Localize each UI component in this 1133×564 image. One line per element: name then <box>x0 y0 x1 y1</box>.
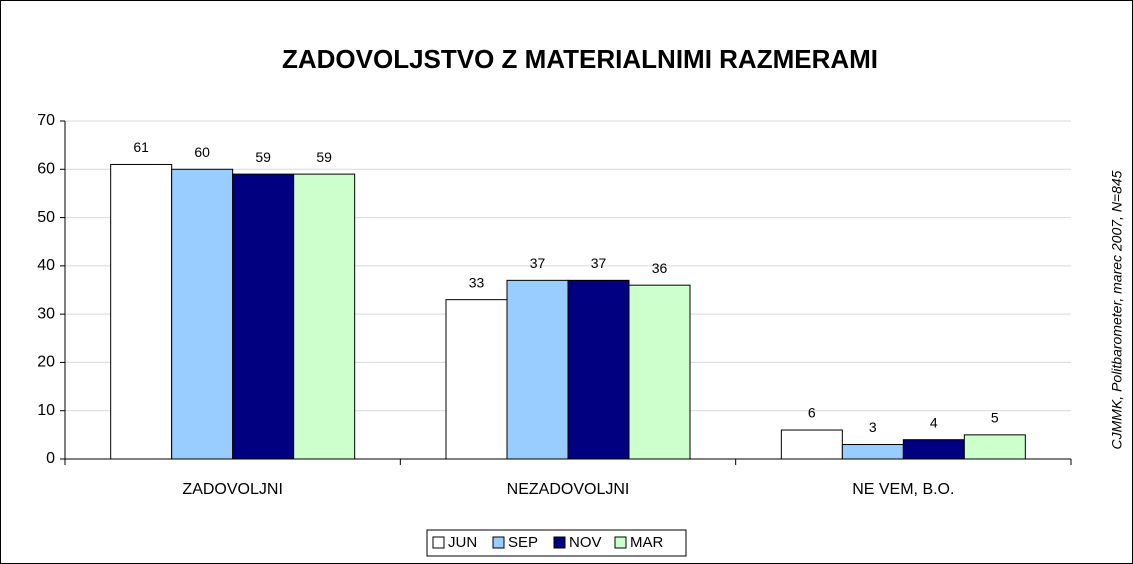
value-label: 59 <box>316 149 332 165</box>
legend-swatch <box>492 536 505 549</box>
chart-title: ZADOVOLJSTVO Z MATERIALNIMI RAZMERAMI <box>282 44 878 74</box>
bar <box>902 439 965 460</box>
legend-label: MAR <box>630 534 664 551</box>
legend-swatch <box>614 536 627 549</box>
value-label: 33 <box>469 274 485 290</box>
x-tick-label: NE VEM, B.O. <box>852 481 954 498</box>
legend-swatch <box>553 536 566 549</box>
value-label: 37 <box>591 255 607 271</box>
bar <box>628 284 691 460</box>
y-tick-label: 0 <box>46 450 55 467</box>
y-tick-label: 40 <box>37 257 55 274</box>
bar <box>780 429 843 460</box>
legend-swatch <box>432 536 445 549</box>
bar <box>171 168 234 460</box>
value-label: 4 <box>930 414 938 430</box>
value-label: 5 <box>991 410 999 426</box>
y-tick-label: 70 <box>37 112 55 129</box>
value-label: 37 <box>530 255 546 271</box>
side-note: CJMMK, Politbarometer, marec 2007, N=845 <box>1109 170 1125 449</box>
y-tick-label: 60 <box>37 161 55 178</box>
y-tick-label: 10 <box>37 402 55 419</box>
bar <box>110 163 173 460</box>
legend-label: NOV <box>569 534 602 551</box>
y-tick-label: 30 <box>37 305 55 322</box>
legend-box <box>426 529 687 557</box>
legend-label: JUN <box>448 534 477 551</box>
bar <box>963 434 1026 460</box>
bar <box>567 279 630 460</box>
bar <box>841 444 904 460</box>
value-label: 60 <box>194 144 210 160</box>
legend-label: SEP <box>508 534 538 551</box>
value-label: 36 <box>652 260 668 276</box>
bar <box>232 173 295 460</box>
bar <box>293 173 356 460</box>
value-label: 6 <box>808 405 816 421</box>
value-label: 61 <box>133 139 149 155</box>
x-tick-label: ZADOVOLJNI <box>182 481 282 498</box>
value-label: 3 <box>869 419 877 435</box>
bar <box>445 299 508 460</box>
y-tick-label: 50 <box>37 209 55 226</box>
y-tick-label: 20 <box>37 354 55 371</box>
value-label: 59 <box>255 149 271 165</box>
x-tick-label: NEZADOVOLJNI <box>507 481 630 498</box>
bar <box>506 279 569 460</box>
